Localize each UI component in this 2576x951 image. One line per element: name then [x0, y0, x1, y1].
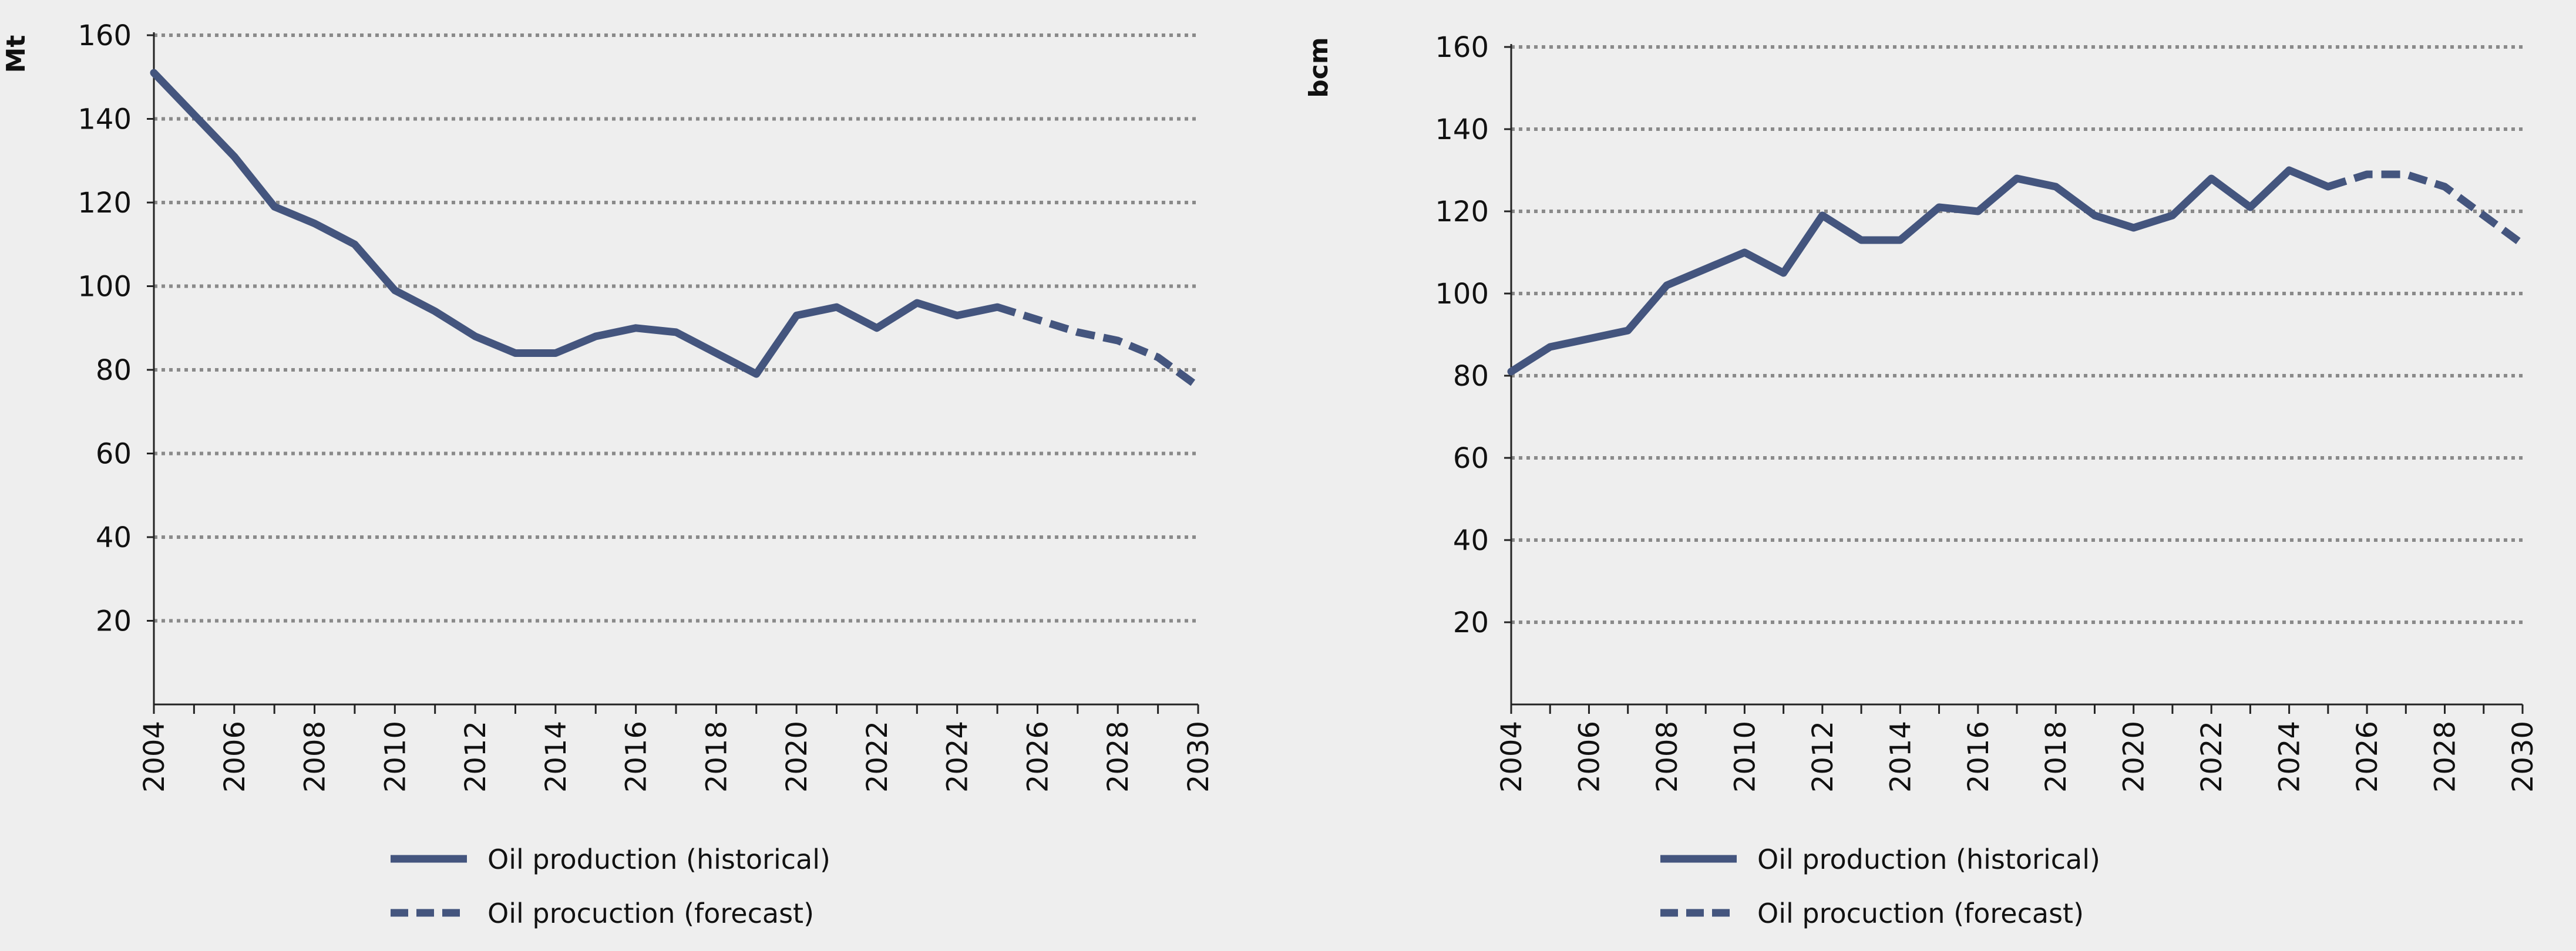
x-tick-label: 2014 [1884, 721, 1917, 792]
x-tick-label: 2018 [2040, 721, 2073, 792]
x-tick-label: 2012 [1807, 721, 1839, 792]
x-tick-label: 2024 [2274, 721, 2306, 792]
x-tick-label: 2012 [459, 721, 492, 792]
left-chart-panel: Mt 20 40 60 80 100 120 140 160 2004 2006 2008 2010 2… [1, 19, 1215, 929]
y-tick-label: 120 [78, 187, 132, 220]
x-tick-label: 2020 [2118, 721, 2151, 792]
x-tick-label: 2010 [1728, 721, 1761, 792]
x-tick-label: 2030 [1182, 721, 1215, 792]
x-tick-label: 2004 [1495, 721, 1528, 792]
y-axis-label: Mt [1, 35, 31, 73]
x-tick-label: 2020 [781, 721, 813, 792]
y-tick-label: 160 [1435, 31, 1489, 64]
y-tick-label: 20 [1453, 606, 1489, 639]
y-tick-label: 100 [78, 271, 132, 303]
y-tick-label: 20 [96, 605, 132, 638]
x-tick-label: 2026 [2351, 721, 2384, 792]
y-tick-label: 140 [78, 103, 132, 136]
x-tick-label: 2016 [1962, 721, 1995, 792]
x-tick-label: 2030 [2507, 721, 2540, 792]
x-tick-label: 2010 [379, 721, 412, 792]
x-tick-label: 2028 [2429, 721, 2462, 792]
y-tick-label: 80 [96, 354, 132, 387]
legend-label: Oil procuction (forecast) [487, 898, 814, 929]
y-axis-label: bcm [1304, 37, 1334, 97]
y-tick-label: 160 [78, 19, 132, 52]
x-tick-label: 2006 [1573, 721, 1606, 792]
x-tick-label: 2016 [620, 721, 653, 792]
historical-series-line [1507, 166, 2332, 376]
legend-label: Oil production (historical) [1757, 844, 2100, 875]
x-tick-label: 2024 [941, 721, 974, 792]
y-tick-label: 40 [96, 521, 132, 554]
x-tick-label: 2022 [861, 721, 894, 792]
forecast-series-line [2326, 170, 2525, 248]
historical-series-line [150, 69, 1001, 378]
x-tick-label: 2008 [1651, 721, 1684, 792]
x-tick-label: 2018 [700, 721, 733, 792]
y-tick-label: 80 [1453, 360, 1489, 393]
right-chart-panel: bcm 20 40 60 80 100 120 140 160 2004 2006 2008 2010… [1304, 31, 2540, 929]
y-tick-label: 120 [1435, 195, 1489, 228]
x-tick-label: 2006 [218, 721, 251, 792]
y-tick-label: 40 [1453, 524, 1489, 557]
forecast-series-line [996, 303, 1200, 390]
x-tick-label: 2022 [2195, 721, 2228, 792]
y-tick-label: 60 [1453, 442, 1489, 475]
y-tick-label: 60 [96, 438, 132, 471]
x-tick-label: 2028 [1102, 721, 1135, 792]
legend-label: Oil production (historical) [487, 844, 830, 875]
x-tick-label: 2004 [138, 721, 171, 792]
x-tick-label: 2008 [299, 721, 332, 792]
y-tick-label: 140 [1435, 113, 1489, 146]
x-tick-label: 2026 [1021, 721, 1054, 792]
x-tick-label: 2014 [540, 721, 573, 792]
y-tick-label: 100 [1435, 278, 1489, 311]
legend-label: Oil procuction (forecast) [1757, 898, 2084, 929]
